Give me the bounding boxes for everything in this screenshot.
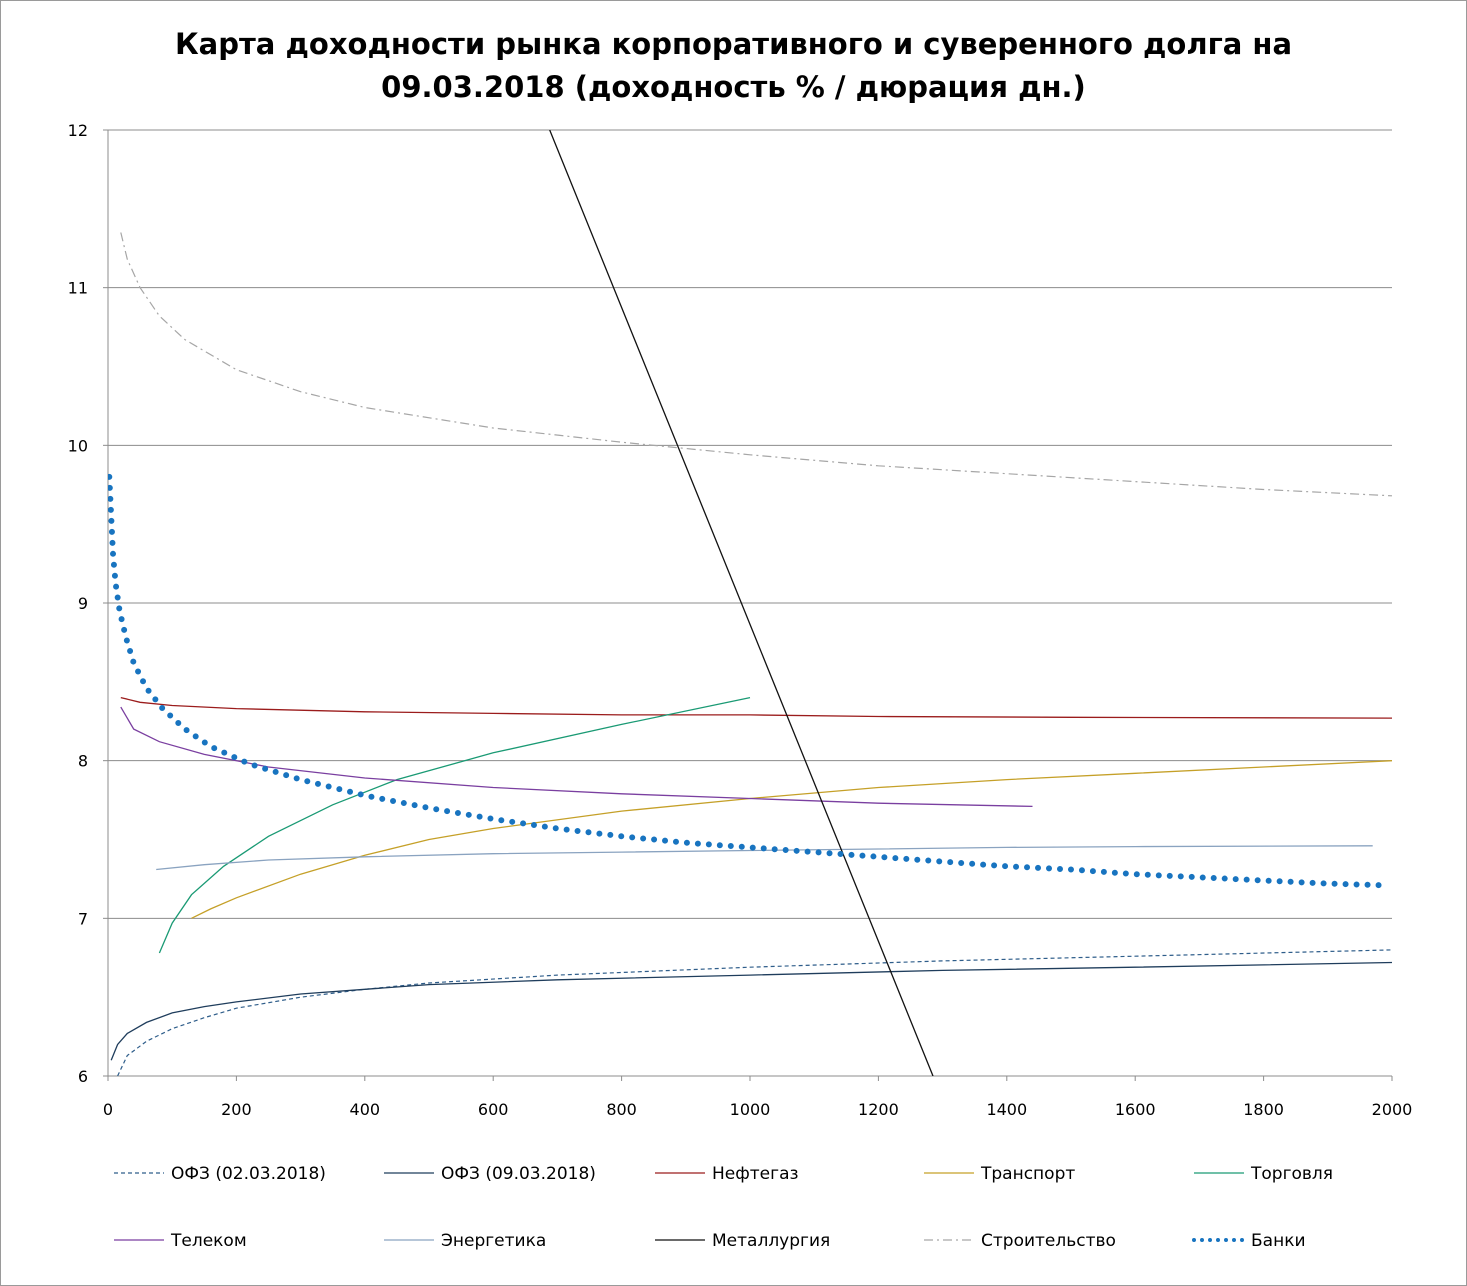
x-tick-label: 2000 <box>1372 1100 1413 1119</box>
legend-label: Транспорт <box>980 1164 1075 1184</box>
series-line-9 <box>108 473 1386 889</box>
chart-title-line-2: 09.03.2018 (доходность % / дюрация дн.) <box>381 70 1086 104</box>
legend-item: ОФЗ (02.03.2018) <box>114 1164 326 1184</box>
series-line-3 <box>191 760 1392 919</box>
series-line-7 <box>549 130 934 1076</box>
series-line-0 <box>117 949 1392 1076</box>
x-tick-label: 1200 <box>858 1100 899 1119</box>
legend-label: Строительство <box>981 1231 1116 1251</box>
x-tick-label: 200 <box>221 1100 252 1119</box>
legend-label: Банки <box>1251 1231 1306 1251</box>
x-tick-label: 1000 <box>730 1100 771 1119</box>
series-line-1 <box>110 961 1392 1061</box>
y-tick-label: 11 <box>68 279 88 298</box>
y-tick-label: 12 <box>68 121 88 140</box>
chart-title: Карта доходности рынка корпоративного и … <box>1 23 1466 109</box>
legend-label: ОФЗ (09.03.2018) <box>441 1164 596 1184</box>
series-line-6 <box>156 845 1373 871</box>
series-line-4 <box>158 696 751 954</box>
legend-item: Металлургия <box>655 1231 830 1251</box>
x-tick-label: 1800 <box>1243 1100 1284 1119</box>
series-line-2 <box>120 696 1392 719</box>
legend-label: Энергетика <box>441 1231 546 1251</box>
y-tick-label: 9 <box>78 594 88 613</box>
legend-item: Строительство <box>924 1231 1116 1251</box>
series-line-5 <box>120 706 1033 808</box>
legend-label: ОФЗ (02.03.2018) <box>171 1164 326 1184</box>
legend-item: Транспорт <box>924 1164 1075 1184</box>
chart-title-line-1: Карта доходности рынка корпоративного и … <box>174 27 1293 61</box>
legend-item: Банки <box>1192 1231 1306 1251</box>
legend-item: Торговля <box>1194 1164 1333 1184</box>
legend-item: Нефтегаз <box>655 1164 799 1184</box>
legend-item: Телеком <box>114 1231 247 1251</box>
x-tick-label: 400 <box>350 1100 381 1119</box>
legend-item: Энергетика <box>384 1231 546 1251</box>
x-tick-label: 600 <box>478 1100 509 1119</box>
x-tick-label: 800 <box>606 1100 637 1119</box>
y-tick-label: 8 <box>78 752 88 771</box>
y-tick-label: 10 <box>68 436 88 455</box>
legend-label: Торговля <box>1250 1164 1333 1184</box>
y-tick-label: 6 <box>78 1067 88 1086</box>
x-tick-label: 1400 <box>986 1100 1027 1119</box>
legend-item: ОФЗ (09.03.2018) <box>384 1164 596 1184</box>
series-line-8 <box>120 232 1392 497</box>
legend-label: Нефтегаз <box>712 1164 799 1184</box>
legend-label: Металлургия <box>712 1231 830 1251</box>
x-tick-label: 1600 <box>1115 1100 1156 1119</box>
y-tick-label: 7 <box>78 909 88 928</box>
x-tick-label: 0 <box>103 1100 113 1119</box>
legend-label: Телеком <box>170 1231 247 1251</box>
